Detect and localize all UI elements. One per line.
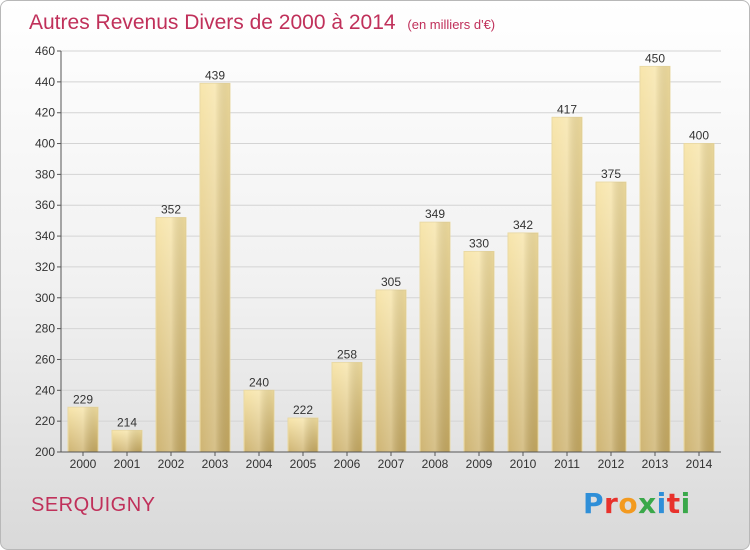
x-tick-label: 2013 <box>642 457 669 471</box>
y-tick-label: 420 <box>35 106 55 120</box>
x-tick-label: 2014 <box>686 457 713 471</box>
bar-sheen <box>596 182 626 452</box>
x-tick-label: 2001 <box>114 457 141 471</box>
data-label: 240 <box>249 375 269 389</box>
bar-sheen <box>376 290 406 452</box>
x-tick-label: 2003 <box>202 457 229 471</box>
data-label: 349 <box>425 207 445 221</box>
data-label: 258 <box>337 348 357 362</box>
y-tick-label: 380 <box>35 167 55 181</box>
bars <box>67 65 715 453</box>
bar-sheen <box>200 83 230 452</box>
data-label: 400 <box>689 129 709 143</box>
x-tick-label: 2004 <box>246 457 273 471</box>
bar-sheen <box>244 390 274 452</box>
proxiti-logo: Proxiti <box>583 487 691 520</box>
y-tick-label: 240 <box>35 383 55 397</box>
data-label: 375 <box>601 167 621 181</box>
y-tick-label: 320 <box>35 260 55 274</box>
bar-sheen <box>332 362 362 452</box>
data-label: 450 <box>645 51 665 65</box>
data-label: 222 <box>293 403 313 417</box>
y-tick-label: 440 <box>35 75 55 89</box>
data-label: 214 <box>117 415 137 429</box>
y-tick-label: 300 <box>35 291 55 305</box>
x-tick-label: 2010 <box>510 457 537 471</box>
bar-sheen <box>464 251 494 452</box>
data-label: 305 <box>381 275 401 289</box>
bar-sheen <box>68 407 98 452</box>
y-tick-label: 460 <box>35 44 55 58</box>
axes: 200 220 240 260 280 300 320 340 360 380 400 420 440 4… <box>35 44 721 471</box>
x-tick-label: 2012 <box>598 457 625 471</box>
chart-title: Autres Revenus Divers de 2000 à 2014 (en… <box>29 11 495 35</box>
x-tick-label: 2009 <box>466 457 493 471</box>
chart-title-text: Autres Revenus Divers de 2000 à 2014 <box>29 11 396 34</box>
x-tick-label: 2000 <box>70 457 97 471</box>
x-tick-label: 2005 <box>290 457 317 471</box>
x-tick-label: 2006 <box>334 457 361 471</box>
bar-sheen <box>112 430 142 452</box>
chart-unit: (en milliers d'€) <box>407 17 496 32</box>
y-tick-label: 280 <box>35 322 55 336</box>
y-tick-label: 400 <box>35 137 55 151</box>
x-tick-label: 2011 <box>554 457 580 471</box>
data-label: 352 <box>161 203 181 217</box>
y-tick-label: 200 <box>35 445 55 459</box>
data-labels: 229 214 352 439 240 222 258 305 349 330 342 417 375 4… <box>73 51 709 429</box>
y-tick-label: 220 <box>35 414 55 428</box>
bar-sheen <box>420 222 450 452</box>
data-label: 330 <box>469 237 489 251</box>
y-tick-label: 360 <box>35 198 55 212</box>
bar-sheen <box>640 66 670 452</box>
y-tick-label: 340 <box>35 229 55 243</box>
commune-name: SERQUIGNY <box>31 494 156 516</box>
bar-sheen <box>288 418 318 452</box>
data-label: 342 <box>513 218 533 232</box>
x-tick-label: 2007 <box>378 457 405 471</box>
bar-sheen <box>508 232 538 452</box>
bar-sheen <box>156 217 186 452</box>
bar-sheen <box>552 117 582 453</box>
data-label: 417 <box>557 102 577 116</box>
data-label: 439 <box>205 68 225 82</box>
x-tick-label: 2008 <box>422 457 449 471</box>
x-tick-label: 2002 <box>158 457 185 471</box>
bar-sheen <box>684 143 714 453</box>
y-tick-label: 260 <box>35 352 55 366</box>
data-label: 229 <box>73 392 93 406</box>
